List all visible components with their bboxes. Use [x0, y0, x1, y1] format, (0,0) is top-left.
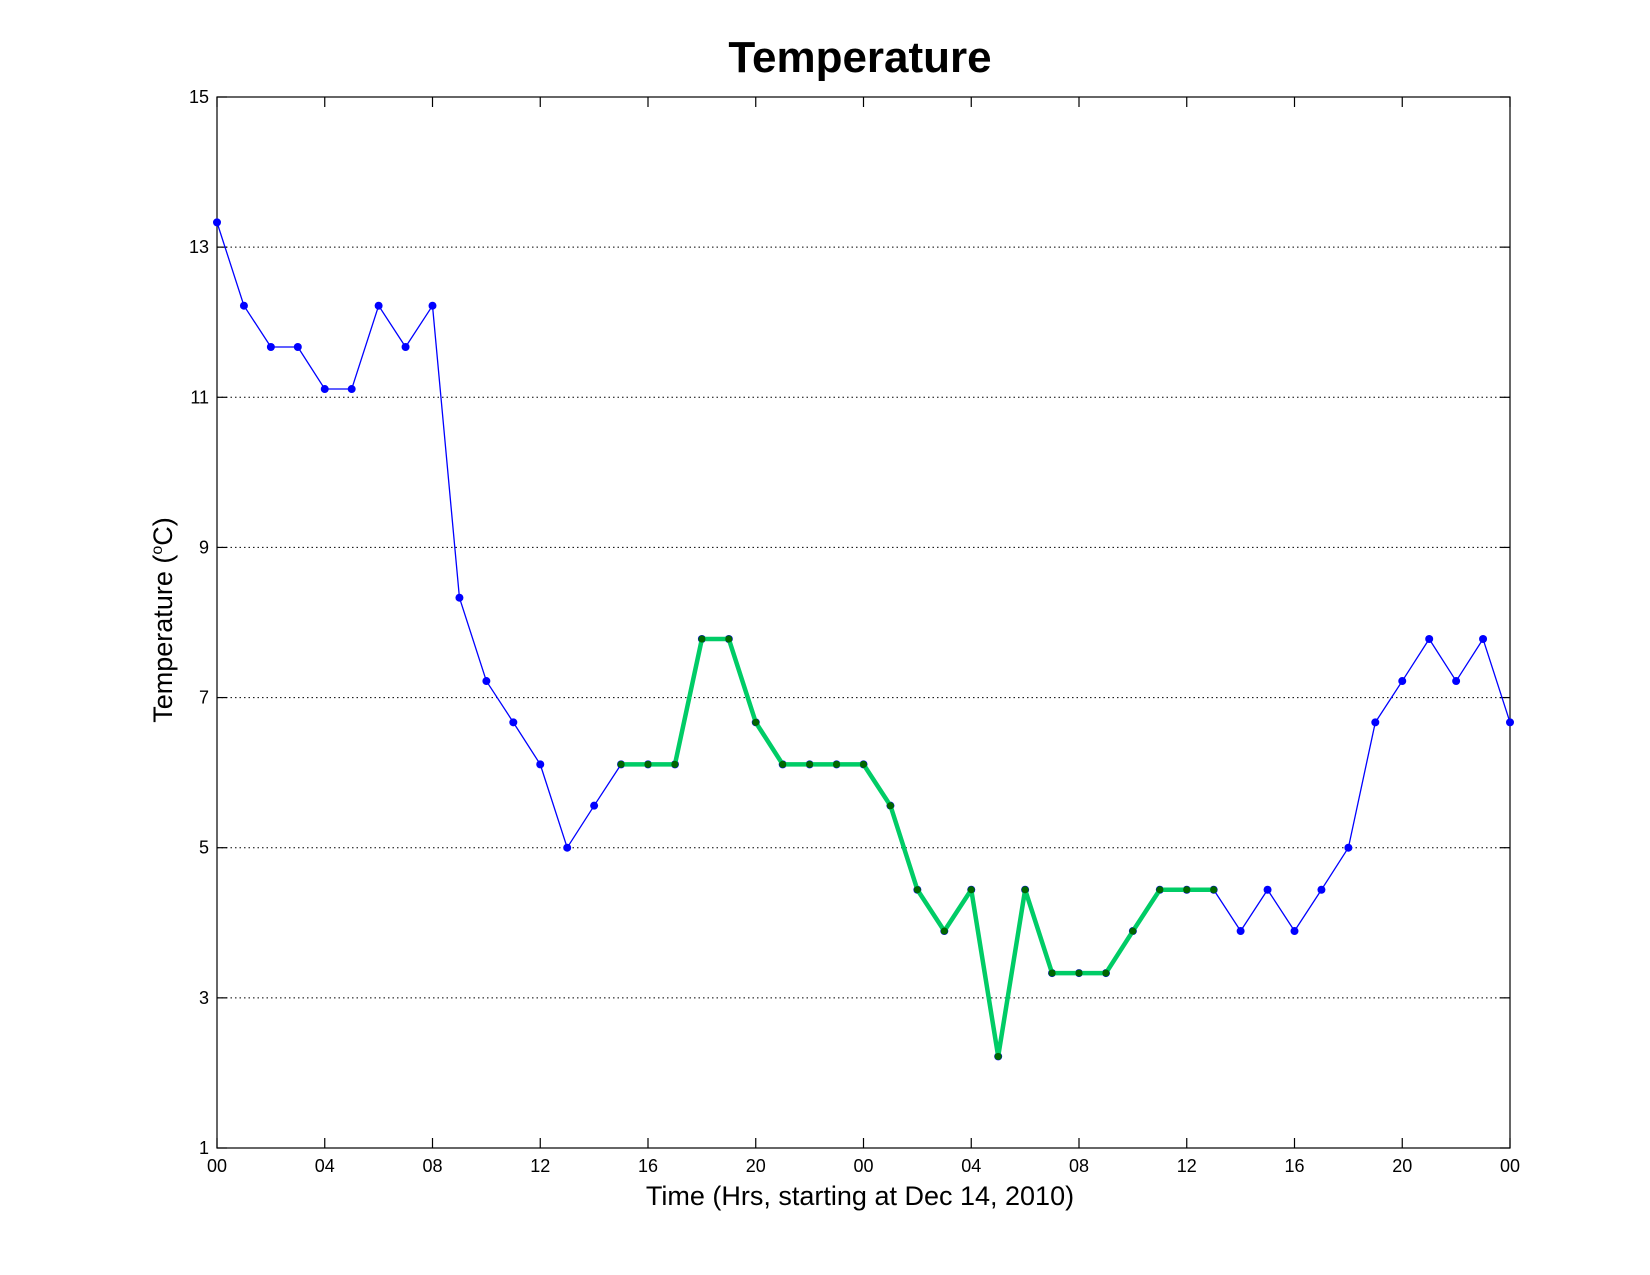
highlighted-point — [967, 886, 975, 894]
y-tick-label: 1 — [199, 1138, 209, 1158]
x-tick-label: 20 — [746, 1156, 766, 1176]
highlighted-point — [725, 635, 733, 643]
highlighted-point — [940, 927, 948, 935]
temperature-point — [320, 385, 329, 394]
x-tick-label: 12 — [530, 1156, 550, 1176]
temperature-point — [401, 342, 410, 351]
highlighted-point — [832, 760, 841, 768]
temperature-point — [1371, 718, 1380, 727]
x-tick-label: 00 — [207, 1156, 227, 1176]
temperature-point — [482, 677, 491, 686]
temperature-point — [213, 218, 221, 227]
highlighted-point — [1129, 927, 1137, 935]
highlighted-point — [886, 802, 895, 810]
highlighted-point — [1075, 969, 1083, 977]
temperature-point — [1263, 885, 1272, 894]
x-tick-label: 04 — [961, 1156, 981, 1176]
y-tick-label: 5 — [199, 838, 209, 858]
temperature-point — [1344, 843, 1353, 852]
temperature-point — [1506, 718, 1514, 727]
highlighted-point — [1048, 969, 1056, 977]
temperature-point — [293, 342, 302, 351]
x-tick-label: 16 — [638, 1156, 658, 1176]
temperature-point — [1452, 677, 1461, 686]
x-tick-label: 12 — [1177, 1156, 1197, 1176]
temperature-point — [428, 301, 437, 310]
highlighted-point — [644, 760, 652, 768]
temperature-point — [563, 843, 572, 852]
x-tick-label: 04 — [315, 1156, 335, 1176]
y-axis-label-degree: o — [149, 546, 166, 555]
highlighted-point — [859, 760, 868, 768]
temperature-point — [347, 385, 356, 394]
x-tick-label: 08 — [1069, 1156, 1089, 1176]
highlighted-point — [752, 718, 760, 726]
highlighted-point — [1156, 886, 1164, 894]
temperature-point — [1236, 927, 1245, 936]
highlighted-point — [671, 760, 679, 768]
x-tick-label: 00 — [1500, 1156, 1520, 1176]
temperature-point — [1479, 635, 1488, 644]
chart-title: Temperature — [728, 33, 991, 82]
highlighted-point — [779, 760, 787, 768]
temperature-point — [266, 342, 275, 351]
highlighted-point — [994, 1052, 1002, 1061]
highlighted-point — [698, 635, 706, 643]
highlighted-point — [617, 760, 625, 768]
highlighted-point — [1021, 886, 1029, 894]
highlighted-point — [1210, 886, 1218, 894]
x-tick-label: 20 — [1392, 1156, 1412, 1176]
temperature-point — [455, 593, 464, 602]
x-tick-label: 08 — [422, 1156, 442, 1176]
highlighted-point — [1102, 969, 1110, 977]
temperature-point — [1290, 927, 1299, 936]
x-tick-label: 16 — [1284, 1156, 1304, 1176]
temperature-point — [536, 760, 545, 769]
y-tick-label: 15 — [189, 87, 209, 107]
y-axis-label-main: Temperature ( — [148, 555, 178, 723]
x-axis-label: Time (Hrs, starting at Dec 14, 2010) — [646, 1181, 1074, 1211]
temperature-point — [374, 301, 383, 310]
y-tick-label: 9 — [199, 537, 209, 557]
y-tick-label: 7 — [199, 688, 209, 708]
x-tick-label: 00 — [853, 1156, 873, 1176]
y-tick-label: 11 — [190, 387, 209, 407]
temperature-point — [1398, 677, 1407, 686]
temperature-point — [590, 801, 599, 810]
temperature-point — [1317, 885, 1326, 894]
y-axis-label: Temperature (oC) — [148, 517, 178, 722]
highlighted-point — [1183, 886, 1191, 894]
series-layer — [213, 218, 1514, 1061]
highlighted-point — [913, 886, 921, 894]
y-tick-label: 13 — [189, 237, 209, 257]
y-axis-label-unit: C) — [148, 517, 178, 546]
temperature-point — [1425, 635, 1434, 644]
highlighted-point — [806, 760, 814, 768]
temperature-point — [239, 301, 248, 310]
y-tick-label: 3 — [199, 988, 209, 1008]
temperature-point — [509, 718, 518, 727]
